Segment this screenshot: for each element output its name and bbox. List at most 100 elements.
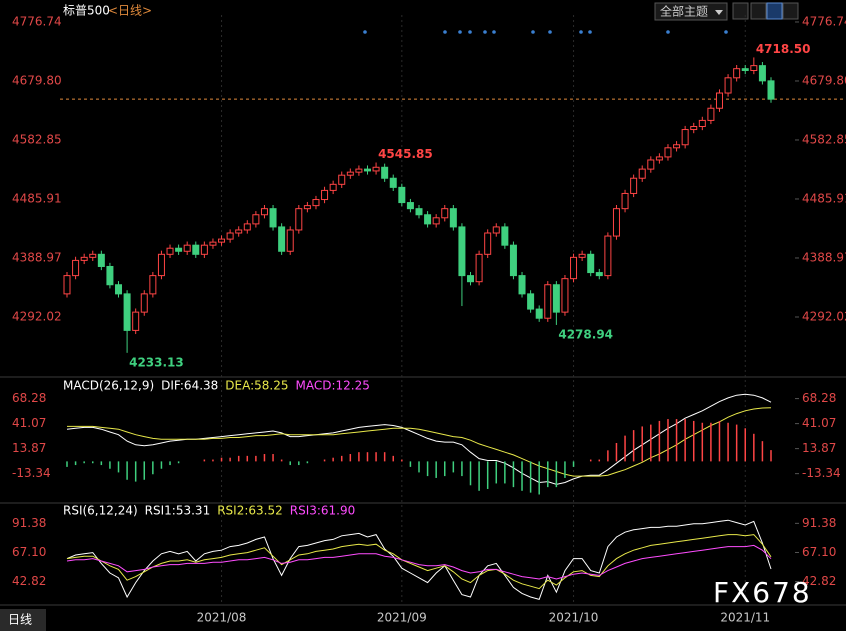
candle-body [527, 293, 535, 310]
candle-body [338, 174, 346, 185]
candle-body [449, 208, 457, 228]
candle-body [733, 68, 741, 79]
y-tick-label: 42.82 [802, 574, 836, 588]
candle-body [458, 226, 466, 277]
icon-button[interactable] [732, 2, 749, 20]
y-tick-label: 4388.97 [12, 250, 62, 264]
dropdown-arrow[interactable] [715, 10, 723, 15]
candle-body [647, 159, 655, 170]
candle-body [269, 208, 277, 228]
candle-body [741, 68, 749, 72]
y-tick-label: 41.07 [802, 416, 836, 430]
y-tick-label: 13.87 [802, 441, 836, 455]
candle-body [372, 166, 380, 172]
candle-body [604, 235, 612, 277]
candle-body [501, 226, 509, 246]
period-tab-label[interactable]: 日线 [8, 613, 32, 627]
candle-body [544, 284, 552, 319]
indicator-line [67, 407, 772, 477]
y-tick-label: 4388.97 [802, 250, 846, 264]
candle-body [235, 229, 243, 234]
candle-body [157, 253, 165, 277]
candle-body [698, 119, 706, 127]
extreme-label: 4278.94 [558, 327, 613, 341]
legend-entry: DIF:64.38 [161, 379, 218, 393]
candle-body [664, 147, 672, 158]
candle-body [432, 217, 440, 225]
candle-body [355, 168, 363, 173]
icon-button[interactable] [782, 2, 799, 20]
candle-body [398, 186, 406, 204]
y-tick-label: 4582.85 [12, 132, 62, 146]
candle-body [509, 244, 517, 277]
extreme-label: 4545.85 [378, 147, 433, 161]
candle-body [218, 238, 226, 243]
indicator-line [66, 534, 772, 590]
candle-body [278, 226, 286, 252]
candle-body [518, 275, 526, 295]
candle-body [312, 199, 320, 207]
icon-button[interactable] [766, 2, 783, 20]
theme-button[interactable] [654, 2, 728, 21]
candle-body [115, 284, 123, 295]
candle-body [724, 77, 732, 94]
period-tab[interactable] [0, 609, 46, 631]
candle-body [673, 144, 681, 149]
legend-entry: RSI3:61.90 [290, 504, 356, 518]
candle-body [303, 205, 311, 210]
y-tick-label: 68.28 [802, 391, 836, 405]
candle-body [329, 183, 337, 191]
legend-entry: RSI1:53.31 [145, 504, 211, 518]
candle-body [750, 65, 758, 72]
x-tick-label: 2021/10 [549, 611, 599, 625]
y-tick-label: 4776.74 [802, 14, 846, 28]
indicator-line [66, 519, 772, 601]
candle-body [552, 284, 560, 313]
candle-body [89, 253, 97, 258]
candle-body [621, 192, 629, 210]
candle-body [226, 232, 234, 240]
candle-body [484, 232, 492, 255]
candle-body [63, 275, 71, 295]
x-tick-label: 2021/11 [720, 611, 770, 625]
x-tick-label: 2021/09 [377, 611, 427, 625]
candle-body [132, 311, 140, 331]
candle-body [578, 253, 586, 258]
candle-body [295, 208, 303, 231]
candle-body [123, 293, 131, 331]
extreme-label: 4718.50 [756, 42, 811, 56]
candle-body [209, 241, 217, 246]
candle-body [424, 214, 432, 225]
y-tick-label: 4485.91 [802, 191, 846, 205]
candle-body [570, 256, 578, 280]
y-tick-label: 4679.80 [12, 73, 62, 87]
icon-button[interactable] [750, 2, 767, 20]
candle-body [243, 223, 251, 231]
candle-body [492, 226, 500, 234]
y-tick-label: 68.28 [12, 391, 46, 405]
legend-entry: RSI2:63.52 [217, 504, 283, 518]
legend-entry: MACD:12.25 [296, 379, 370, 393]
candle-body [175, 247, 183, 252]
watermark: FX678 [713, 576, 812, 609]
y-tick-label: 41.07 [12, 416, 46, 430]
candle-body [80, 256, 88, 261]
candle-body [467, 275, 475, 283]
y-tick-label: -13.34 [12, 466, 51, 480]
theme-button-label[interactable]: 全部主题 [660, 4, 708, 19]
candle-body [561, 278, 569, 313]
candle-body [406, 202, 414, 210]
period: <日线> [108, 4, 152, 18]
candle-body [707, 107, 715, 121]
candle-body [758, 65, 766, 82]
candle-body [140, 293, 148, 313]
y-tick-label: 4679.80 [802, 73, 846, 87]
y-tick-label: 67.10 [12, 545, 46, 559]
y-tick-label: 4485.91 [12, 191, 62, 205]
candle-body [638, 168, 646, 179]
candle-body [106, 265, 114, 286]
legend-entry: MACD(26,12,9) [63, 379, 154, 393]
y-tick-label: 91.38 [12, 516, 46, 530]
